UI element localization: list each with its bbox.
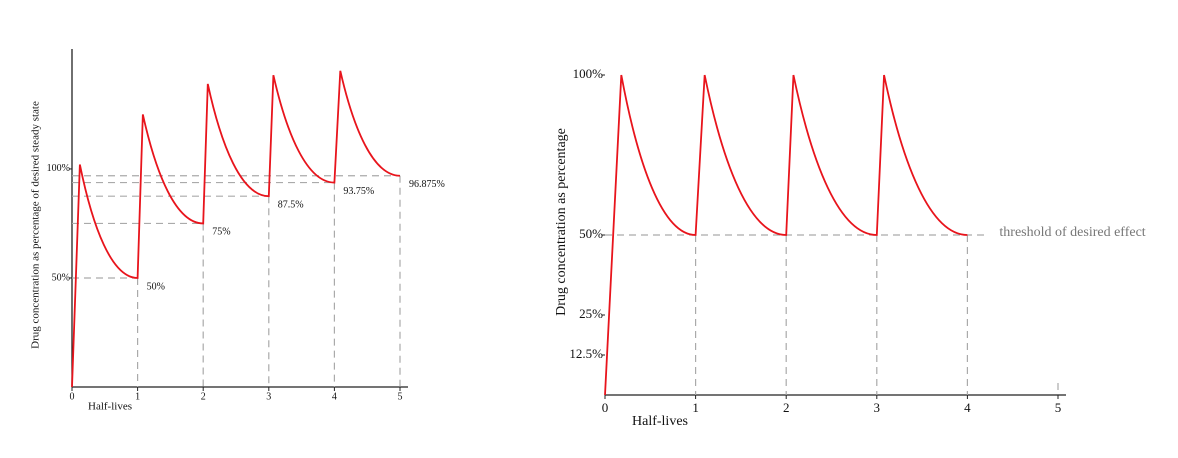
y-axis-label: Drug concentration as percentage <box>554 128 569 316</box>
value-label: 50% <box>147 281 165 292</box>
x-tick-label: 4 <box>964 400 971 415</box>
x-tick-label: 3 <box>266 391 271 402</box>
y-tick-label: 25% <box>579 306 603 321</box>
x-tick-label: 1 <box>692 400 699 415</box>
y-tick-label: 100% <box>47 163 70 174</box>
y-tick-label: 12.5% <box>569 346 603 361</box>
value-label: 96.875% <box>409 179 445 190</box>
x-tick-label: 3 <box>874 400 881 415</box>
y-tick-label: 50% <box>52 272 70 283</box>
threshold-label: threshold of desired effect <box>999 225 1145 240</box>
drug-curve <box>604 74 968 396</box>
x-tick-label: 0 <box>602 400 609 415</box>
value-label: 93.75% <box>343 186 374 197</box>
x-tick-label: 5 <box>398 391 403 402</box>
drug-curve <box>71 70 401 388</box>
y-tick-label: 100% <box>573 66 604 81</box>
x-tick-label: 4 <box>332 391 337 402</box>
y-axis-label: Drug concentration as percentage of desi… <box>30 101 42 349</box>
x-tick-label: 0 <box>70 391 75 402</box>
value-label: 87.5% <box>278 199 304 210</box>
x-tick-label: 2 <box>783 400 790 415</box>
x-axis-label: Half-lives <box>88 401 132 413</box>
x-tick-label: 1 <box>135 391 140 402</box>
y-tick-label: 50% <box>579 226 603 241</box>
value-label: 75% <box>212 227 230 238</box>
x-axis-label: Half-lives <box>632 414 688 429</box>
x-tick-label: 5 <box>1055 400 1062 415</box>
x-tick-label: 2 <box>201 391 206 402</box>
